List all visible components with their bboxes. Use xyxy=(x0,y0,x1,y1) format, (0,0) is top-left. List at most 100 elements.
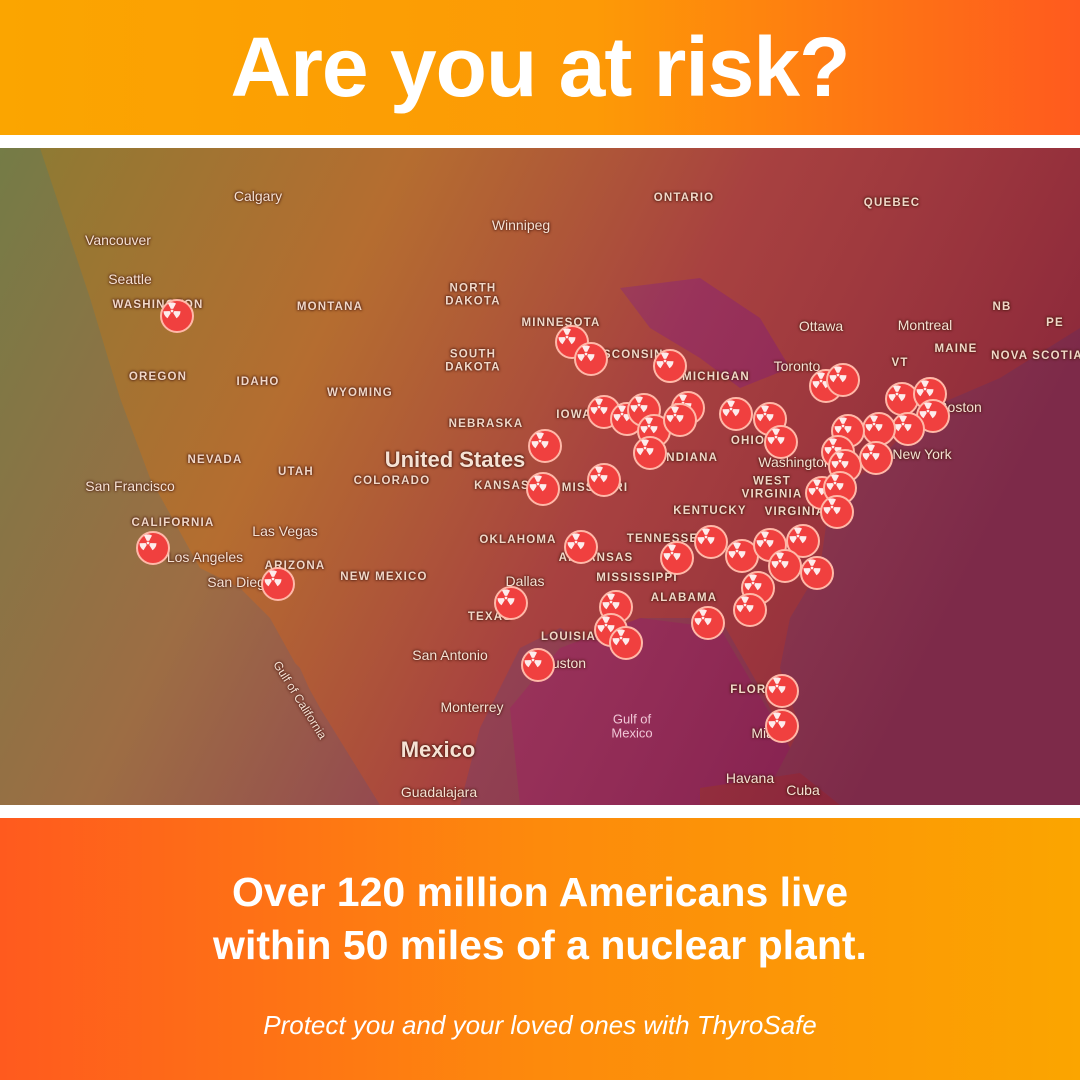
map-label: NEBRASKA xyxy=(448,418,524,430)
radiation-icon xyxy=(531,432,549,449)
nuclear-plant-marker xyxy=(633,436,667,470)
radiation-icon xyxy=(862,444,880,461)
map-label: OREGON xyxy=(128,371,188,383)
radiation-icon xyxy=(590,398,608,415)
map-label: Cuba xyxy=(786,782,820,798)
radiation-icon xyxy=(831,452,849,469)
nuclear-plant-marker xyxy=(663,403,697,437)
nuclear-plant-marker xyxy=(826,363,860,397)
nuclear-plant-marker xyxy=(136,531,170,565)
radiation-icon xyxy=(264,570,282,587)
nuclear-plant-marker xyxy=(765,674,799,708)
radiation-icon xyxy=(524,651,542,668)
map-label: Guadalajara xyxy=(400,784,478,800)
nuclear-plant-marker xyxy=(660,541,694,575)
map-label: MAINE xyxy=(934,343,978,355)
map-background xyxy=(0,148,1080,805)
map-label: OHIO xyxy=(730,435,766,447)
map-label: NEVADA xyxy=(187,454,243,466)
map-label: MONTANA xyxy=(296,301,364,313)
map-label: INDIANA xyxy=(661,452,719,464)
nuclear-plant-marker xyxy=(494,586,528,620)
radiation-icon xyxy=(697,528,715,545)
nuclear-plant-marker xyxy=(528,429,562,463)
radiation-icon xyxy=(767,428,785,445)
nuclear-plant-marker xyxy=(261,567,295,601)
map-label: ONTARIO xyxy=(653,192,715,204)
headline: Over 120 million Americans live within 5… xyxy=(0,866,1080,972)
map-label: San Antonio xyxy=(412,647,488,663)
map-label: OKLAHOMA xyxy=(479,534,557,546)
headline-line-2: within 50 miles of a nuclear plant. xyxy=(213,922,867,968)
map-label: NEW MEXICO xyxy=(340,571,428,583)
map-label: Calgary xyxy=(233,188,283,204)
radiation-icon xyxy=(823,498,841,515)
map-label: KENTUCKY xyxy=(673,505,747,517)
map-label: Montreal xyxy=(897,317,953,333)
map-label: NORTH DAKOTA xyxy=(445,282,501,307)
nuclear-plant-marker xyxy=(609,626,643,660)
map-label: Monterrey xyxy=(440,699,504,715)
radiation-icon xyxy=(728,542,746,559)
map-label: IOWA xyxy=(556,409,592,421)
nuclear-plant-marker xyxy=(765,709,799,743)
map-label: IDAHO xyxy=(236,376,280,388)
radiation-icon xyxy=(826,474,844,491)
radiation-icon xyxy=(829,366,847,383)
map-label: Winnipeg xyxy=(491,217,551,233)
radiation-icon xyxy=(640,417,658,434)
radiation-icon xyxy=(756,531,774,548)
map-label: NB xyxy=(992,301,1012,313)
radiation-icon xyxy=(789,527,807,544)
nuclear-plant-marker xyxy=(820,495,854,529)
radiation-icon xyxy=(771,552,789,569)
map-label: WEST VIRGINIA xyxy=(741,475,803,500)
nuclear-plant-marker xyxy=(526,472,560,506)
radiation-icon xyxy=(656,352,674,369)
map-label: SOUTH DAKOTA xyxy=(445,348,501,373)
page-title: Are you at risk? xyxy=(230,20,851,114)
nuclear-plant-marker xyxy=(694,525,728,559)
map-label: Las Vegas xyxy=(252,523,318,539)
map-label: San Francisco xyxy=(85,478,175,494)
map-label: QUEBEC xyxy=(863,197,921,209)
map-label: VIRGINIA xyxy=(764,506,826,518)
radiation-icon xyxy=(736,596,754,613)
radiation-icon xyxy=(768,677,786,694)
nuclear-plant-marker xyxy=(574,342,608,376)
radiation-icon xyxy=(666,406,684,423)
radiation-icon xyxy=(894,415,912,432)
map-label: UTAH xyxy=(278,466,314,478)
map-label: Gulf of Mexico xyxy=(611,711,653,741)
radiation-icon xyxy=(744,574,762,591)
radiation-icon xyxy=(139,534,157,551)
radiation-icon xyxy=(567,533,585,550)
radiation-icon xyxy=(558,328,576,345)
header-banner: Are you at risk? xyxy=(0,0,1080,135)
headline-line-1: Over 120 million Americans live xyxy=(231,869,849,915)
map-label: KANSAS xyxy=(474,480,530,492)
radiation-icon xyxy=(636,439,654,456)
radiation-icon xyxy=(163,302,181,319)
nuclear-plant-marker xyxy=(719,397,753,431)
map-label: Toronto xyxy=(773,358,821,374)
radiation-icon xyxy=(529,475,547,492)
radiation-icon xyxy=(865,415,883,432)
map-label: Vancouver xyxy=(85,232,151,248)
map-label: CALIFORNIA xyxy=(131,517,215,529)
map-label: VT xyxy=(891,357,909,369)
nuclear-plant-marker xyxy=(800,556,834,590)
radiation-icon xyxy=(722,400,740,417)
nuclear-plant-marker xyxy=(564,530,598,564)
radiation-icon xyxy=(803,559,821,576)
map-label: Havana xyxy=(725,770,775,786)
footer-banner: Over 120 million Americans live within 5… xyxy=(0,818,1080,1080)
nuclear-plant-marker xyxy=(768,549,802,583)
radiation-icon xyxy=(916,380,934,397)
nuclear-plant-marker xyxy=(891,412,925,446)
nuclear-plant-marker xyxy=(764,425,798,459)
radiation-icon xyxy=(612,629,630,646)
nuclear-plant-marker xyxy=(521,648,555,682)
map-label: Los Angeles xyxy=(166,549,244,565)
radiation-icon xyxy=(834,417,852,434)
